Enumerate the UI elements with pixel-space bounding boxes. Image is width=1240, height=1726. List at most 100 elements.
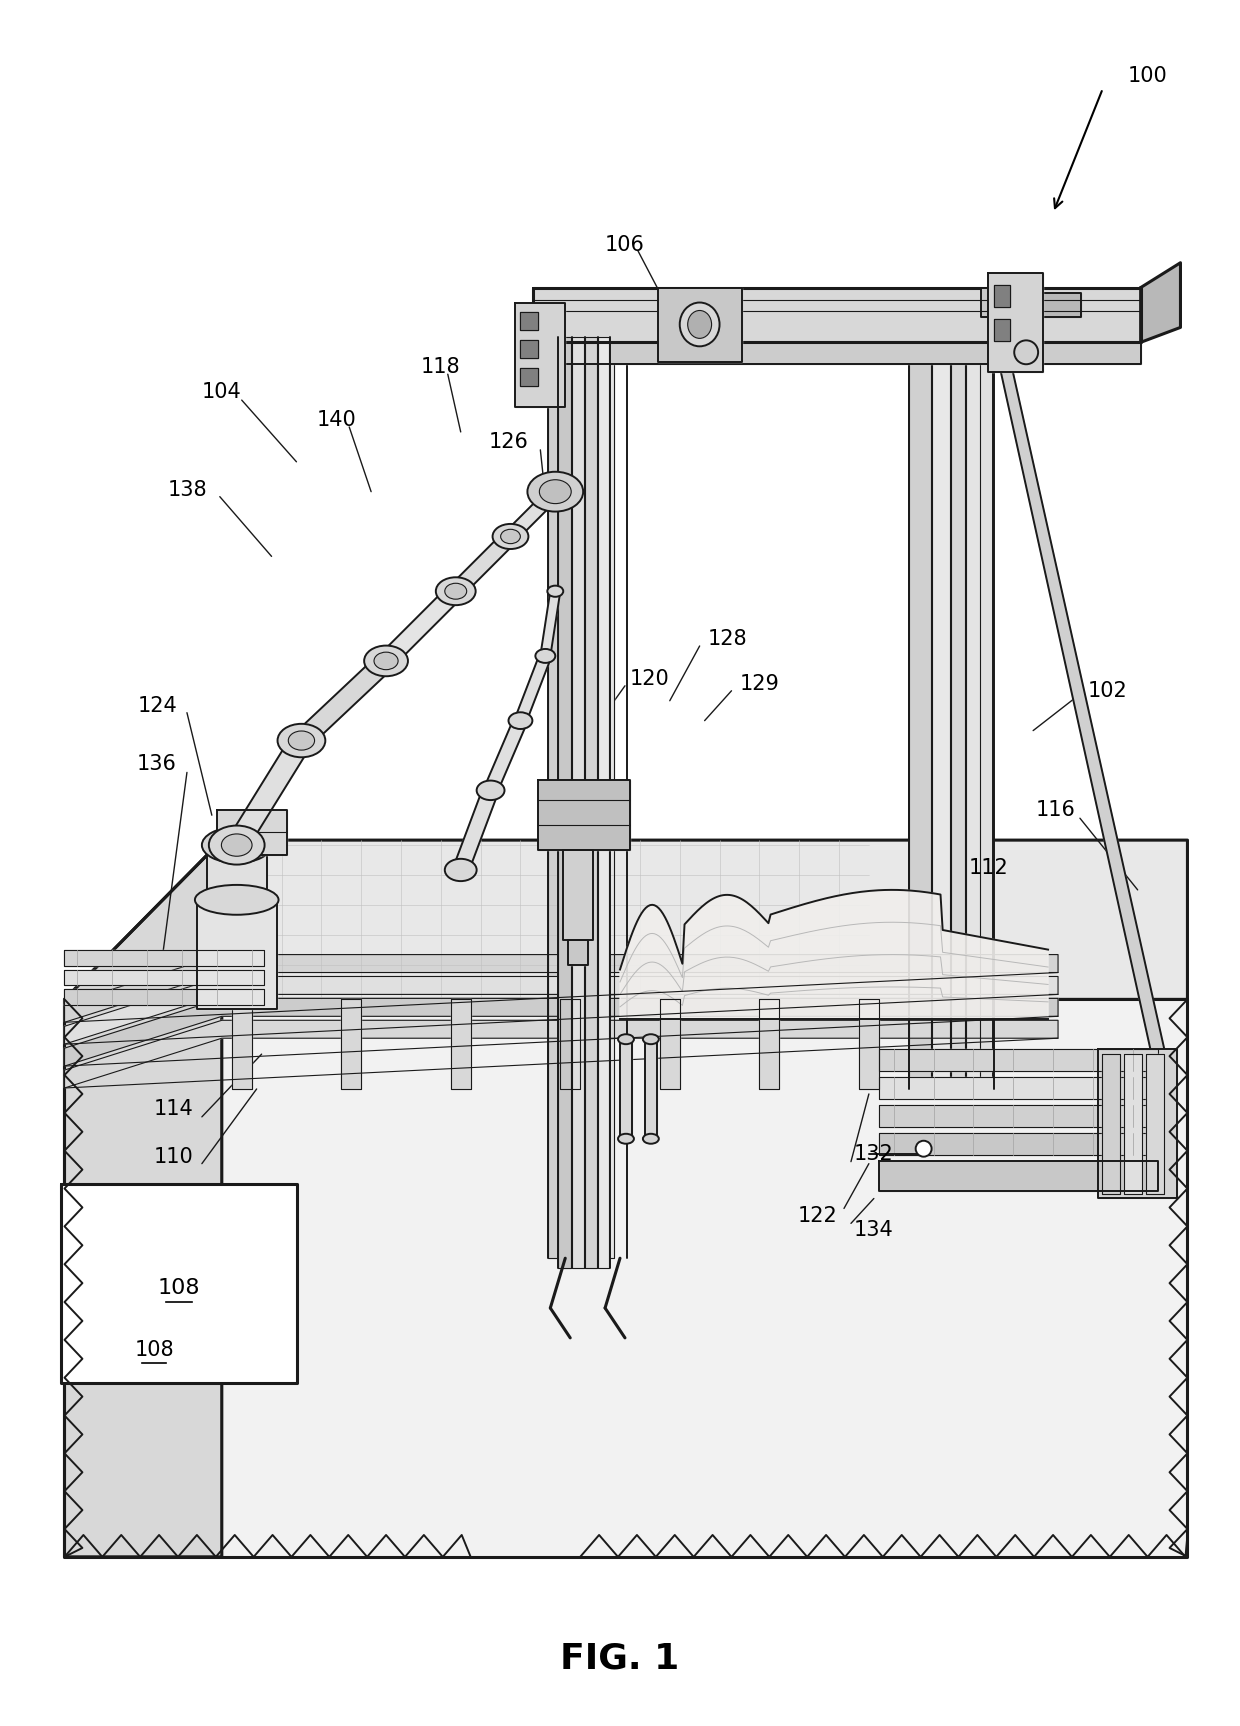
- Polygon shape: [207, 846, 267, 904]
- Polygon shape: [1123, 1055, 1142, 1193]
- Polygon shape: [1102, 1055, 1120, 1193]
- Polygon shape: [879, 1049, 1158, 1072]
- Polygon shape: [600, 293, 614, 1258]
- Text: 104: 104: [202, 381, 242, 402]
- Ellipse shape: [288, 732, 315, 751]
- Polygon shape: [64, 841, 222, 1557]
- Polygon shape: [859, 999, 879, 1089]
- Polygon shape: [994, 319, 1011, 342]
- Ellipse shape: [680, 302, 719, 347]
- Ellipse shape: [374, 652, 398, 670]
- Ellipse shape: [1014, 340, 1038, 364]
- Text: 140: 140: [316, 411, 356, 430]
- Ellipse shape: [278, 723, 325, 758]
- Polygon shape: [64, 989, 264, 1005]
- Polygon shape: [548, 293, 567, 1258]
- Text: 134: 134: [854, 1220, 894, 1241]
- Ellipse shape: [492, 525, 528, 549]
- Polygon shape: [981, 288, 1042, 318]
- Ellipse shape: [539, 480, 572, 504]
- Text: 116: 116: [1037, 801, 1076, 820]
- Ellipse shape: [688, 311, 712, 338]
- Polygon shape: [558, 337, 572, 1269]
- Polygon shape: [506, 487, 560, 542]
- Text: 132: 132: [854, 1144, 894, 1163]
- Polygon shape: [1141, 262, 1180, 342]
- Polygon shape: [515, 654, 551, 723]
- Ellipse shape: [222, 834, 252, 856]
- Ellipse shape: [539, 480, 572, 502]
- Polygon shape: [64, 1020, 1058, 1087]
- Text: 102: 102: [1087, 680, 1127, 701]
- Circle shape: [915, 1141, 931, 1156]
- Polygon shape: [966, 293, 981, 1089]
- Polygon shape: [585, 337, 598, 1269]
- Polygon shape: [585, 293, 599, 1258]
- Polygon shape: [909, 293, 930, 1089]
- Text: 124: 124: [138, 696, 177, 716]
- Polygon shape: [1146, 1055, 1163, 1193]
- Polygon shape: [197, 899, 277, 1010]
- Polygon shape: [620, 1039, 632, 1139]
- Ellipse shape: [642, 1134, 658, 1144]
- Polygon shape: [341, 999, 361, 1089]
- Polygon shape: [217, 809, 286, 854]
- Polygon shape: [64, 977, 1058, 1044]
- Polygon shape: [64, 949, 264, 965]
- Polygon shape: [533, 342, 1141, 364]
- Ellipse shape: [476, 780, 505, 801]
- Text: 122: 122: [797, 1206, 837, 1227]
- Polygon shape: [516, 302, 565, 407]
- Ellipse shape: [202, 827, 272, 863]
- Ellipse shape: [547, 485, 564, 499]
- Polygon shape: [521, 340, 538, 359]
- Polygon shape: [64, 841, 1188, 999]
- Polygon shape: [451, 999, 471, 1089]
- Polygon shape: [521, 312, 538, 330]
- Text: 106: 106: [605, 235, 645, 255]
- Polygon shape: [295, 654, 393, 747]
- Polygon shape: [61, 1184, 298, 1383]
- Polygon shape: [450, 532, 516, 597]
- Text: 128: 128: [708, 628, 748, 649]
- Polygon shape: [484, 718, 527, 792]
- Ellipse shape: [618, 1134, 634, 1144]
- Polygon shape: [1037, 293, 1081, 318]
- Text: 100: 100: [1127, 66, 1168, 86]
- Polygon shape: [64, 954, 1058, 1022]
- Polygon shape: [568, 939, 588, 965]
- Ellipse shape: [527, 471, 583, 511]
- Polygon shape: [660, 999, 680, 1089]
- Polygon shape: [598, 337, 609, 1269]
- Polygon shape: [560, 999, 580, 1089]
- Polygon shape: [994, 285, 1011, 307]
- Ellipse shape: [547, 585, 563, 597]
- Polygon shape: [541, 590, 560, 656]
- Ellipse shape: [536, 649, 556, 663]
- Polygon shape: [64, 998, 1058, 1067]
- Ellipse shape: [501, 530, 521, 544]
- Text: 108: 108: [134, 1339, 174, 1360]
- Polygon shape: [533, 288, 1141, 342]
- Text: 118: 118: [422, 357, 460, 378]
- Polygon shape: [879, 1132, 1158, 1155]
- Polygon shape: [931, 293, 950, 1089]
- Polygon shape: [1097, 1049, 1178, 1198]
- Ellipse shape: [508, 713, 532, 728]
- Ellipse shape: [445, 860, 476, 880]
- Text: 126: 126: [489, 432, 528, 452]
- Polygon shape: [521, 368, 538, 387]
- Text: FIG. 1: FIG. 1: [560, 1641, 680, 1676]
- Text: 138: 138: [167, 480, 207, 501]
- Polygon shape: [988, 273, 1043, 373]
- Polygon shape: [538, 780, 630, 851]
- Polygon shape: [227, 735, 311, 851]
- Text: 110: 110: [154, 1146, 193, 1167]
- Polygon shape: [759, 999, 779, 1089]
- Polygon shape: [909, 293, 993, 1089]
- Polygon shape: [879, 1105, 1158, 1127]
- Ellipse shape: [435, 576, 476, 606]
- Text: 108: 108: [157, 1277, 200, 1298]
- Polygon shape: [658, 288, 743, 362]
- Ellipse shape: [445, 583, 466, 599]
